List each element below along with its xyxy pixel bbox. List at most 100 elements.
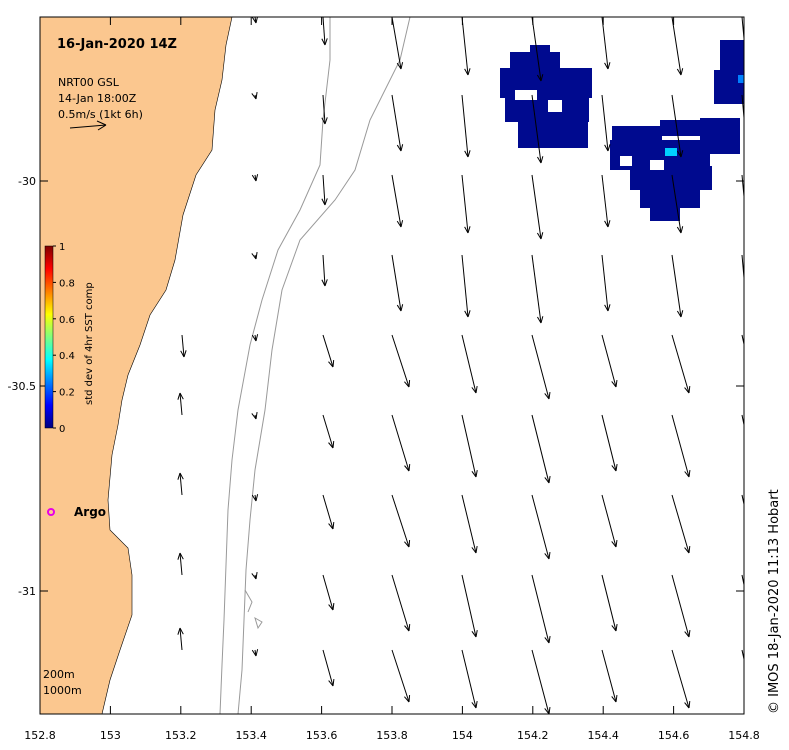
x-tick-label: 154.2 (517, 729, 549, 742)
current-vector (322, 414, 335, 449)
current-vector (322, 574, 335, 611)
current-vector (391, 649, 411, 703)
isobath-small (244, 589, 253, 613)
colorbar-tick-label: 1 (59, 242, 65, 253)
current-vector (531, 174, 544, 240)
current-vector (601, 17, 611, 70)
current-vector (391, 174, 404, 228)
current-vector (177, 392, 184, 416)
current-vector (461, 414, 478, 478)
x-tick-label: 153 (100, 729, 121, 742)
land-coast (40, 17, 233, 714)
scale-arrow (69, 120, 107, 131)
current-vector (601, 574, 618, 632)
current-vector (180, 334, 187, 358)
current-vector (321, 17, 328, 46)
current-vector (601, 334, 618, 388)
current-vector (671, 414, 691, 478)
current-vector (601, 649, 618, 703)
current-vector (251, 412, 258, 420)
colorbar-tick-label: 0.4 (59, 351, 75, 362)
x-tick-label: 153.2 (165, 729, 197, 742)
x-tick-label: 154.6 (658, 729, 690, 742)
current-vector (461, 494, 478, 554)
current-vector (177, 627, 184, 651)
current-vector (251, 334, 259, 342)
current-vector (671, 574, 691, 638)
colorbar-label: std dev of 4hr SST comp (84, 282, 95, 405)
current-vector (671, 649, 691, 709)
current-vector (601, 174, 611, 228)
argo-label: Argo (74, 505, 106, 519)
current-vector (177, 552, 184, 576)
y-tick-label: -31 (18, 585, 36, 598)
current-vector (461, 94, 471, 158)
current-vector (671, 254, 684, 318)
current-vector (251, 649, 259, 657)
current-vector (391, 94, 404, 152)
x-tick-label: 154 (452, 729, 473, 742)
current-vector (601, 94, 611, 152)
argo-marker: Argo (47, 505, 106, 519)
isobath-label-200m: 200m (43, 668, 75, 681)
credit-text: © IMOS 18-Jan-2020 11:13 Hobart (767, 489, 782, 714)
current-vector (391, 494, 411, 548)
current-vector (531, 94, 544, 164)
current-vector (251, 572, 258, 580)
colorbar-bar (44, 245, 54, 429)
current-vector (321, 94, 328, 125)
isobath-small-2 (254, 616, 263, 630)
colorbar-tick-label: 0.2 (59, 388, 75, 399)
current-vector (531, 494, 551, 560)
isobath-1000m (237, 17, 411, 714)
current-vector (321, 254, 328, 287)
current-vector (461, 574, 478, 638)
current-vector (531, 414, 551, 484)
current-vector (322, 494, 335, 530)
current-vector (391, 17, 404, 70)
current-vector (671, 174, 684, 234)
current-vector (461, 334, 478, 394)
current-vector (251, 494, 259, 502)
current-vector (461, 17, 471, 76)
current-vector (531, 649, 551, 714)
current-vector (531, 574, 551, 644)
legend-scale: 0.5m/s (1kt 6h) (58, 108, 143, 121)
current-vector (601, 414, 618, 472)
current-vector (741, 174, 744, 202)
map-title: 16-Jan-2020 14Z (57, 37, 177, 52)
colorbar-tick-label: 0.6 (59, 315, 75, 326)
current-vector (671, 94, 684, 158)
current-vector (741, 17, 744, 44)
colorbar-tick-label: 0.8 (59, 278, 75, 289)
y-tick-label: -30.5 (8, 380, 36, 393)
current-vector (601, 254, 611, 312)
current-vector (671, 494, 691, 554)
current-vector (322, 649, 335, 687)
current-vector (177, 472, 184, 496)
current-vector (741, 94, 744, 124)
colorbar: 1 0.8 0.6 0.4 0.2 0 std dev of 4hr SST comp (44, 242, 95, 435)
legend-product: NRT00 GSL (58, 76, 120, 89)
current-vector (671, 17, 684, 76)
x-tick-label: 154.4 (587, 729, 619, 742)
x-tick-label: 154.8 (728, 729, 760, 742)
current-vector (391, 254, 404, 312)
current-vector (251, 174, 259, 182)
current-vector (531, 17, 544, 82)
current-vector (461, 254, 471, 318)
current-vector (461, 174, 471, 234)
current-vector (391, 574, 411, 632)
current-vector (321, 174, 328, 206)
current-vector (251, 92, 258, 100)
x-tick-label: 153.4 (235, 729, 267, 742)
current-vector (391, 414, 411, 472)
current-vector (601, 494, 618, 548)
current-vector (531, 254, 544, 324)
current-vector (251, 252, 258, 260)
isobath-200m (219, 17, 331, 714)
current-vector (461, 649, 478, 709)
current-vector (741, 254, 744, 284)
x-tick-label: 153.8 (376, 729, 408, 742)
